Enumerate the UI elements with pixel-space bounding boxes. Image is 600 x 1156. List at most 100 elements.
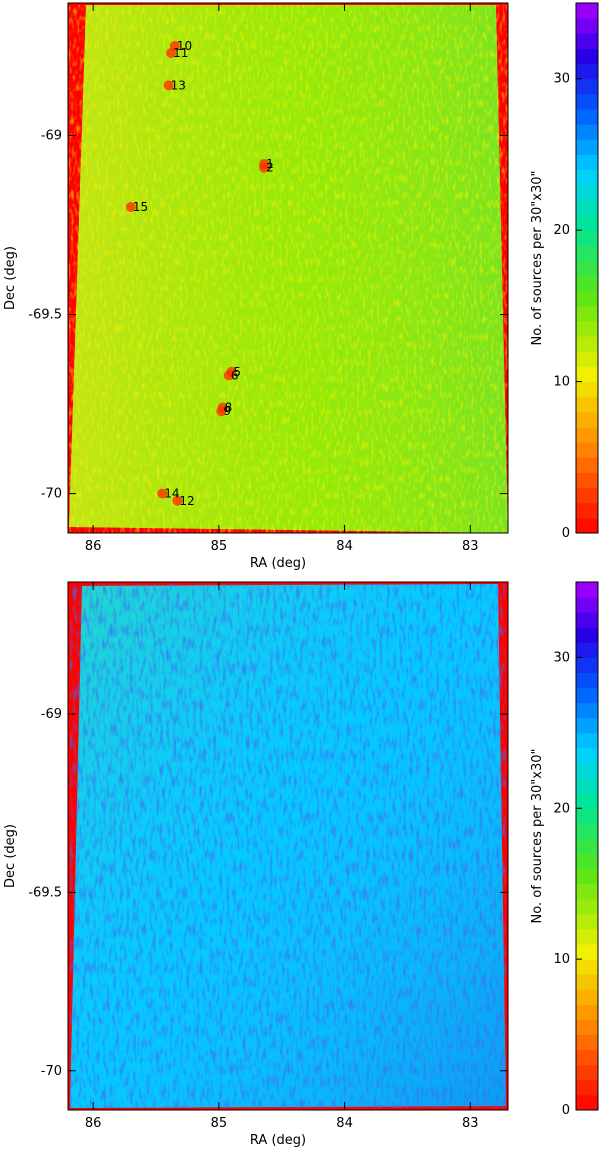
colorbar-segment [576,989,598,1005]
x-tick-label: 85 [211,1116,228,1131]
colorbar-segment [576,351,598,367]
colorbar-segment [576,612,598,628]
colorbar-frame [575,2,599,534]
colorbar-segment [576,657,598,674]
colorbar-segment [576,517,598,534]
colorbar-segment [576,366,598,383]
colorbar-segment [576,1094,598,1111]
colorbar-segment [576,1079,598,1096]
colorbar-segment [576,627,598,643]
colorbar-segment [576,169,598,186]
y-tick-label: -69.5 [28,885,62,900]
y-tick-label: -69.5 [28,308,62,323]
colorbar-segment [576,215,598,231]
colorbar-segment [576,78,598,95]
colorbar-segment [576,502,598,519]
colorbar-segment [576,457,598,473]
overdensity-blob [259,162,270,173]
colorbar-segment [576,959,598,975]
colorbar-segment [576,642,598,658]
x-tick-label: 85 [211,539,228,554]
colorbar-segment [576,93,598,110]
x-tick-label: 83 [462,539,479,554]
source-label-5: 5 [233,365,241,379]
source-label-9: 9 [223,404,231,418]
colorbar-segment [576,381,598,398]
colorbar-label: No. of sources per 30"x30" [530,749,545,924]
colorbar-segment [576,853,598,870]
colorbar-segment [576,868,598,885]
colorbar-segment [576,396,598,413]
colorbar-segment [576,793,598,809]
colorbar-segment [576,230,598,246]
colorbar-segment [576,18,598,34]
x-tick-label: 86 [85,539,102,554]
source-label-1: 1 [266,157,274,171]
colorbar-segment [576,184,598,201]
colorbar-segment [576,109,598,125]
colorbar-segment [576,672,598,689]
overdensity-blob [223,370,234,381]
colorbar-segment [576,1004,598,1020]
colorbar-segment [576,808,598,824]
colorbar-segment [576,63,598,80]
x-tick-label: 86 [85,1116,102,1131]
colorbar-segment [576,582,598,598]
x-tick-label: 84 [336,539,353,554]
colorbar-segment [576,1034,598,1051]
colorbar-frame [575,581,599,1111]
colorbar-tick-label: 0 [562,1103,570,1118]
bottom-panel: 86 85 84 83 -69 -69.5 -70 RA (deg) Dec (deg) 0 10 2… [3,581,599,1148]
colorbar-segment [576,913,598,930]
plot-frame [67,581,509,1111]
overdensity-blob [216,406,227,417]
colorbar-segment [576,687,598,704]
x-axis-label: RA (deg) [250,1133,306,1148]
colorbar-segment [576,487,598,504]
colorbar-segment [576,275,598,292]
colorbar-segment [576,427,598,443]
colorbar-segment [576,747,598,764]
colorbar-segment [576,702,598,719]
plot-frame [67,2,509,534]
colorbar-segment [576,154,598,171]
y-tick-label: -69 [41,707,62,722]
colorbar-segment [576,732,598,749]
overdensity-blob [157,488,168,499]
colorbar-segment [576,883,598,900]
overdensity-blob [125,202,136,213]
colorbar-segment [576,838,598,855]
y-tick-label: -69 [41,129,62,144]
overdensity-blob [163,80,174,91]
colorbar-segment [576,823,598,839]
colorbar-segment [576,411,598,428]
colorbar-segment [576,1049,598,1066]
colorbar-segment [576,944,598,960]
source-label-15: 15 [133,200,148,214]
colorbar-tick-label: 10 [553,952,570,967]
source-label-11: 11 [173,46,188,60]
colorbar-segment [576,290,598,307]
y-tick-label: -70 [41,487,62,502]
colorbar-segment [576,928,598,945]
colorbar-segment [576,245,598,261]
colorbar-segment [576,472,598,489]
colorbar-segment [576,3,598,19]
colorbar-segment [576,1019,598,1036]
colorbar-tick-label: 30 [553,650,570,665]
source-label-10: 10 [177,39,192,53]
colorbar-label: No. of sources per 30"x30" [530,171,545,346]
colorbar-segment [576,260,598,277]
source-label-2: 2 [266,161,274,175]
colorbar-tick-label: 10 [553,375,570,390]
x-tick-label: 83 [462,1116,479,1131]
colorbar-segment [576,48,598,65]
colorbar-segment [576,305,598,322]
colorbar-segment [576,763,598,779]
heatmap-noise [70,584,506,1108]
x-tick-label: 84 [336,1116,353,1131]
y-axis-label: Dec (deg) [3,824,18,888]
source-label-6: 6 [231,368,239,382]
colorbar-segment [576,33,598,49]
